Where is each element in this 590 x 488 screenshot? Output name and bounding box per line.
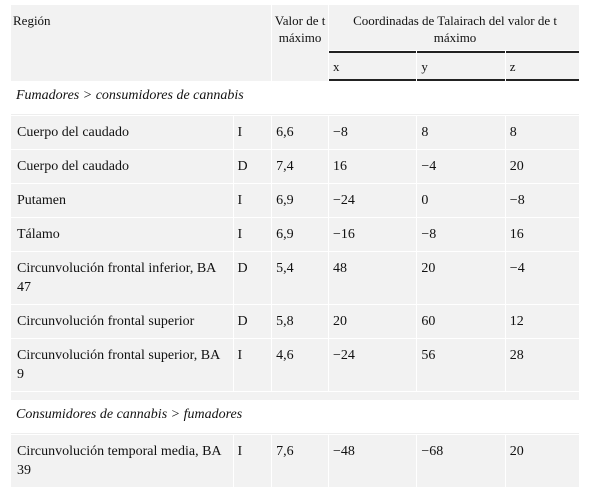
cell-side: I [233, 435, 272, 487]
section-gap [11, 392, 579, 400]
cell-x: −16 [329, 218, 417, 251]
cell-z: 8 [505, 116, 579, 149]
cell-z: −4 [505, 252, 579, 304]
cell-y: 60 [417, 305, 505, 338]
table-row: Tálamo I 6,9 −16 −8 16 [11, 218, 579, 251]
cell-t-value: 6,6 [272, 116, 329, 149]
cell-z: 12 [505, 305, 579, 338]
cell-region: Circunvolución frontal inferior, BA 47 [11, 252, 233, 304]
cell-t-value: 7,6 [272, 435, 329, 487]
cell-t-value: 5,8 [272, 305, 329, 338]
cell-z: 16 [505, 218, 579, 251]
cell-t-value: 5,4 [272, 252, 329, 304]
cell-side: I [233, 116, 272, 149]
cell-y: −4 [417, 150, 505, 183]
header-z: z [505, 51, 579, 81]
cell-region: Cuerpo del caudado [11, 150, 233, 183]
cell-side: I [233, 218, 272, 251]
cell-region: Circunvolución temporal media, BA 39 [11, 435, 233, 487]
table-row: Putamen I 6,9 −24 0 −8 [11, 184, 579, 217]
cell-side: D [233, 150, 272, 183]
cell-t-value: 6,9 [272, 184, 329, 217]
cell-y: 56 [417, 339, 505, 391]
cell-y: 0 [417, 184, 505, 217]
cell-x: −8 [329, 116, 417, 149]
cell-x: −48 [329, 435, 417, 487]
cell-t-value: 7,4 [272, 150, 329, 183]
cell-region: Circunvolución frontal superior, BA 9 [11, 339, 233, 391]
table-row: Circunvolución temporal media, BA 39 I 7,6… [11, 435, 579, 487]
cell-t-value: 6,9 [272, 218, 329, 251]
header-talairach-coords: Coordinadas de Talairach del valor de t … [329, 5, 579, 50]
cell-y: 8 [417, 116, 505, 149]
cell-x: 48 [329, 252, 417, 304]
cell-z: 20 [505, 150, 579, 183]
cell-region: Tálamo [11, 218, 233, 251]
cell-x: −24 [329, 339, 417, 391]
table-row: Cuerpo del caudado I 6,6 −8 8 8 [11, 116, 579, 149]
cell-side: D [233, 305, 272, 338]
cell-z: 20 [505, 435, 579, 487]
cell-region: Circunvolución frontal superior [11, 305, 233, 338]
results-table: Región Valor de t máximo Coordinadas de … [10, 4, 580, 488]
table-row: Cuerpo del caudado D 7,4 16 −4 20 [11, 150, 579, 183]
cell-side: I [233, 184, 272, 217]
header-t-value: Valor de t máximo [272, 5, 329, 81]
cell-x: −24 [329, 184, 417, 217]
cell-side: I [233, 339, 272, 391]
cell-y: 20 [417, 252, 505, 304]
cell-side: D [233, 252, 272, 304]
table-row: Circunvolución frontal superior D 5,8 20 60 1… [11, 305, 579, 338]
header-region: Región [11, 5, 272, 81]
section-title-smokers: Fumadores > consumidores de cannabis [11, 82, 579, 115]
cell-z: −8 [505, 184, 579, 217]
cell-x: 16 [329, 150, 417, 183]
cell-x: 20 [329, 305, 417, 338]
cell-y: −68 [417, 435, 505, 487]
table-row: Circunvolución frontal superior, BA 9 I 4,… [11, 339, 579, 391]
cell-region: Putamen [11, 184, 233, 217]
section-title-cannabis: Consumidores de cannabis > fumadores [11, 401, 579, 434]
cell-t-value: 4,6 [272, 339, 329, 391]
table-row: Circunvolución frontal inferior, BA 47 D 5… [11, 252, 579, 304]
header-y: y [417, 51, 505, 81]
cell-z: 28 [505, 339, 579, 391]
header-x: x [329, 51, 417, 81]
cell-y: −8 [417, 218, 505, 251]
cell-region: Cuerpo del caudado [11, 116, 233, 149]
